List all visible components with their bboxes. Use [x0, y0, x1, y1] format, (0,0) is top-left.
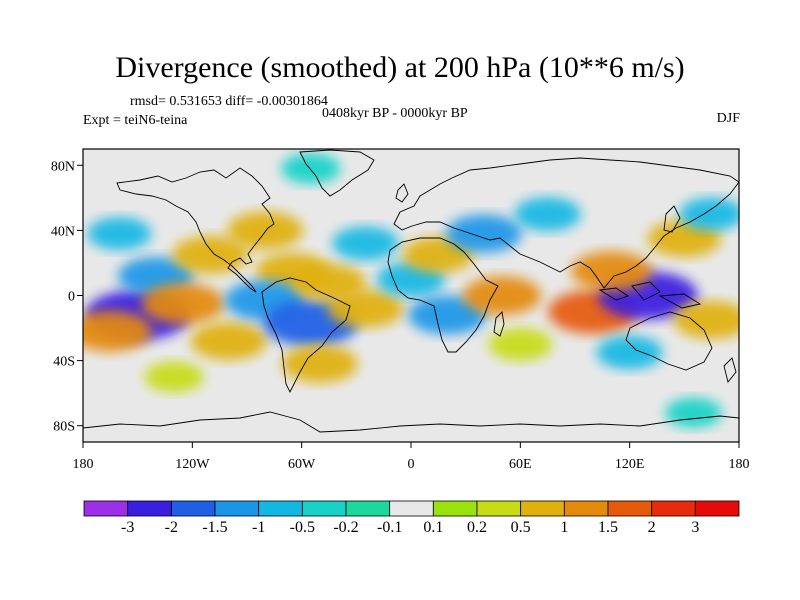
south-america-coast: [261, 277, 351, 394]
colorbar-swatch-6: [345, 500, 391, 517]
anomaly-cell-13: [281, 344, 358, 383]
anomaly-cell-22: [514, 197, 581, 232]
anomaly-cell-17: [408, 295, 487, 335]
anomaly-cell-27: [679, 197, 739, 231]
time-period-label: 0408kyr BP - 0000kyr BP: [322, 106, 468, 121]
colorbar-label: -0.2: [333, 519, 359, 536]
anomaly-cell-6: [190, 322, 267, 361]
chart-title: Divergence (smoothed) at 200 hPa (10**6 …: [115, 51, 685, 84]
colorbar-label: 3: [691, 519, 700, 536]
anomaly-field: [83, 153, 739, 428]
anomaly-cell-14: [332, 226, 399, 261]
y-axis: 80N 40N 0 40S 80S: [51, 159, 83, 435]
colorbar-label: 2: [647, 519, 656, 536]
colorbar-swatch-9: [476, 500, 522, 517]
x-tick-label-1: 120W: [175, 457, 210, 472]
anomaly-cell-30: [665, 397, 722, 428]
colorbar-swatch-10: [520, 500, 565, 517]
y-tick-label-4: 80S: [53, 420, 75, 435]
colorbar-swatch-4: [258, 500, 303, 517]
colorbar: [83, 500, 740, 517]
anomaly-cell-31: [144, 361, 204, 393]
anomaly-cell-4: [83, 310, 152, 352]
eurasia-coast: [393, 157, 739, 289]
y-tick-label-3: 40S: [53, 355, 75, 370]
colorbar-swatch-14: [694, 500, 740, 517]
colorbar-swatch-8: [432, 500, 478, 517]
coastlines: [83, 149, 739, 433]
y-tick-label-1: 40N: [51, 224, 75, 239]
colorbar-swatch-13: [651, 500, 696, 517]
colorbar-swatch-3: [214, 500, 260, 517]
colorbar-swatch-12: [607, 500, 653, 517]
anomaly-cell-7: [227, 211, 304, 250]
colorbar-swatch-1: [127, 500, 172, 517]
greenland-coast: [299, 149, 375, 197]
y-tick-label-0: 80N: [51, 159, 75, 174]
x-tick-label-5: 120E: [615, 457, 645, 472]
anomaly-cell-15: [281, 153, 341, 185]
colorbar-label: 0.5: [510, 519, 531, 536]
colorbar-label: -1.5: [202, 519, 228, 536]
anomaly-cell-19: [462, 276, 542, 315]
australia-coast: [625, 311, 713, 371]
anomaly-cell-29: [596, 335, 663, 370]
new-zealand-coast: [723, 357, 737, 383]
experiment-label: Expt = teiN6-teina: [83, 113, 188, 128]
colorbar-label: 1.5: [598, 519, 618, 536]
colorbar-label: 1: [560, 519, 569, 536]
anomaly-cell-12: [327, 289, 404, 328]
x-tick-label-2: 60W: [288, 457, 316, 472]
anomaly-cell-2: [87, 217, 152, 251]
anomaly-cell-20: [488, 327, 553, 361]
antarctica-coast: [83, 411, 739, 433]
x-tick-label-6: 180: [729, 457, 750, 472]
colorbar-label: -0.5: [289, 519, 315, 536]
colorbar-swatch-0: [83, 500, 129, 517]
colorbar-swatch-7: [389, 500, 434, 517]
anomaly-cell-3: [141, 283, 225, 325]
x-tick-label-4: 60E: [509, 457, 532, 472]
colorbar-label: 0.1: [423, 519, 444, 536]
colorbar-label: 0.2: [467, 519, 487, 536]
anomaly-cell-25: [571, 251, 652, 292]
colorbar-swatch-5: [301, 500, 347, 517]
colorbar-label: -0.1: [376, 519, 403, 536]
season-label: DJF: [716, 111, 740, 126]
maritime-continent-coast: [598, 281, 702, 309]
colorbar-swatch-2: [170, 500, 216, 517]
colorbar-label: -1: [251, 519, 266, 536]
x-tick-label-3: 0: [408, 457, 415, 472]
anomaly-cell-28: [673, 300, 739, 339]
colorbar-label: -3: [120, 519, 135, 536]
anomaly-cell-21: [445, 214, 522, 253]
british-isles-coast: [395, 183, 409, 203]
anomaly-cell-11: [292, 263, 366, 301]
x-axis: 180 120W 60W 0 60E 120E 180: [73, 442, 750, 472]
africa-coast: [387, 237, 499, 353]
colorbar-label: -2: [164, 519, 178, 536]
y-tick-label-2: 0: [68, 290, 75, 305]
north-america-coast: [116, 167, 275, 293]
x-tick-label-0: 180: [73, 457, 94, 472]
madagascar-coast: [493, 311, 505, 337]
japan-coast: [663, 205, 681, 233]
colorbar-swatch-11: [563, 500, 609, 517]
rmsd-diff-stats: rmsd= 0.531653 diff= -0.00301864: [130, 94, 328, 109]
